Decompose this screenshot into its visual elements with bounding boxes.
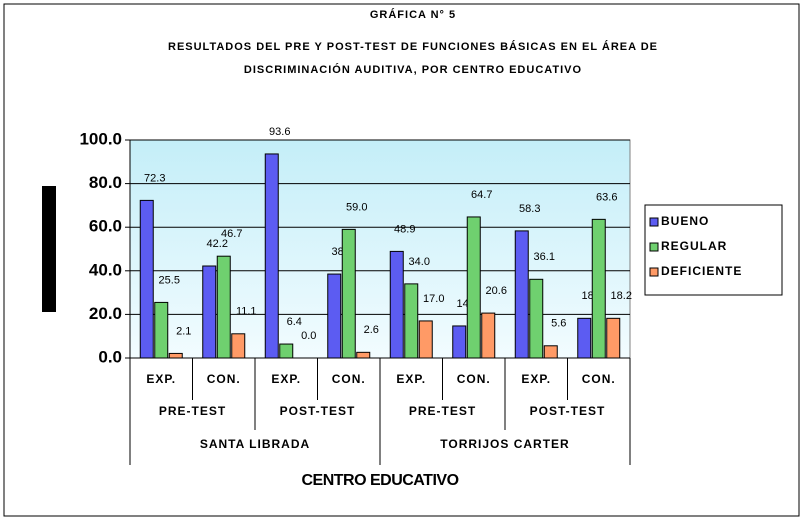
value-label: 2.1	[176, 325, 191, 337]
value-label: 59.0	[346, 201, 367, 213]
y-tick-label: 100.0	[79, 129, 122, 148]
value-label: 18.2	[611, 290, 632, 302]
bar	[452, 325, 467, 359]
value-label: 42.2	[207, 238, 228, 250]
bar	[577, 317, 592, 359]
x-tick-label: EXP.	[271, 372, 301, 386]
chart-body: GRÁFICA N° 5 RESULTADOS DEL PRE Y POST-TE…	[79, 8, 783, 489]
bar	[202, 265, 217, 359]
value-label: 17.0	[423, 293, 444, 305]
legend-label: DEFICIENTE	[661, 264, 742, 278]
bar	[418, 320, 433, 359]
y-tick-label: 80.0	[89, 173, 122, 192]
chart-title: GRÁFICA N° 5	[370, 8, 456, 21]
bar	[341, 228, 356, 359]
value-label: 6.4	[287, 316, 302, 328]
bar	[389, 250, 404, 359]
legend-label: REGULAR	[661, 239, 727, 253]
bar	[154, 301, 169, 359]
y-tick-label: 40.0	[89, 260, 122, 279]
x-tick-label: EXP.	[521, 372, 551, 386]
legend-swatch	[649, 267, 659, 277]
bar	[231, 333, 246, 359]
value-label: 63.6	[596, 191, 617, 203]
y-tick-label: 0.0	[98, 347, 122, 366]
value-label: 93.6	[269, 126, 290, 138]
value-label: 72.3	[144, 172, 165, 184]
value-label: 20.6	[486, 285, 507, 297]
value-label: 64.7	[471, 189, 492, 201]
value-label: 5.6	[551, 318, 566, 330]
value-label: 46.7	[221, 228, 242, 240]
value-label: 34.0	[409, 256, 430, 268]
bar	[591, 218, 606, 359]
bar	[481, 312, 496, 359]
x-group-label: TORRIJOS CARTER	[440, 437, 569, 451]
x-group-label: SANTA LIBRADA	[200, 437, 310, 451]
x-tick-label: EXP.	[396, 372, 426, 386]
bar	[216, 255, 231, 359]
x-tick-label: CON.	[457, 372, 491, 386]
x-tick-label: CON.	[207, 372, 241, 386]
y-tick-label: 60.0	[89, 217, 122, 236]
x-subgroup-label: PRE-TEST	[409, 404, 476, 418]
bar	[606, 317, 621, 359]
chart-title: RESULTADOS DEL PRE Y POST-TEST DE FUNCIO…	[168, 40, 658, 53]
bar	[279, 343, 294, 359]
value-label: 2.6	[364, 324, 379, 336]
x-tick-label: CON.	[582, 372, 616, 386]
value-label: 58.3	[519, 203, 540, 215]
x-subgroup-label: PRE-TEST	[159, 404, 226, 418]
value-label: 36.1	[534, 251, 555, 263]
y-tick-label: 20.0	[89, 304, 122, 323]
y-axis-label-redacted	[42, 186, 56, 312]
bar	[514, 230, 529, 359]
x-tick-label: EXP.	[146, 372, 176, 386]
chart-title: DISCRIMINACIÓN AUDITIVA, POR CENTRO EDUC…	[244, 63, 582, 76]
bar	[356, 351, 371, 359]
x-tick-label: CON.	[332, 372, 366, 386]
bar	[466, 216, 481, 359]
x-subgroup-label: POST-TEST	[280, 404, 356, 418]
bar	[139, 199, 154, 359]
legend-label: BUENO	[661, 214, 709, 228]
bar	[404, 283, 419, 359]
value-label: 25.5	[159, 274, 180, 286]
bar	[543, 345, 558, 359]
legend-swatch	[649, 242, 659, 252]
legend-swatch	[649, 217, 659, 227]
bar	[529, 278, 544, 359]
bar	[264, 153, 279, 359]
value-label: 11.1	[236, 306, 257, 318]
legend-box	[644, 204, 783, 296]
x-axis-title: CENTRO EDUCATIVO	[301, 472, 458, 489]
bar	[327, 273, 342, 359]
value-label: 48.9	[394, 223, 415, 235]
bar	[168, 352, 183, 359]
value-label: 0.0	[301, 330, 316, 342]
x-subgroup-label: POST-TEST	[530, 404, 606, 418]
